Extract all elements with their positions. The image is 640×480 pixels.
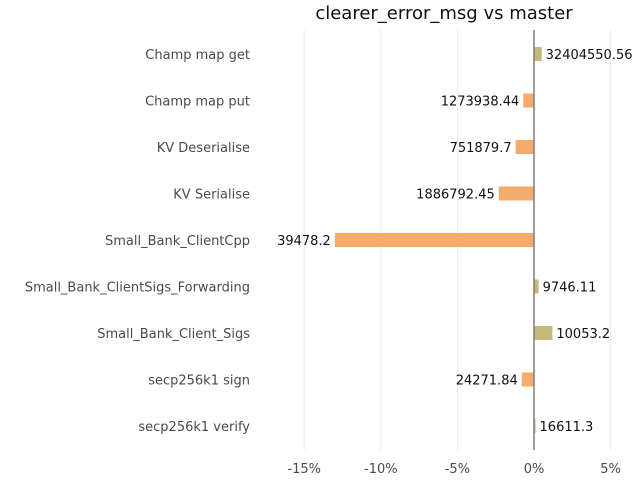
category-label: KV Serialise [173,188,250,203]
bar [534,279,539,294]
bar [515,140,534,154]
value-labels: 32404550.56 1273938.44 751879.7 1886792.45 3… [277,48,632,435]
data-label: 16611.3 [540,420,594,435]
category-label: KV Deserialise [157,141,250,156]
category-label: Champ map put [145,95,250,110]
x-tick-label: 5% [600,462,621,477]
x-axis-ticks: -15% -10% -5% 0% 5% [287,462,621,477]
category-label: Small_Bank_Client_Sigs [97,327,250,342]
data-label: 9746.11 [543,281,597,296]
data-label: 24271.84 [456,374,518,389]
category-label: Small_Bank_ClientSigs_Forwarding [25,281,250,296]
category-label: Small_Bank_ClientCpp [105,234,250,249]
category-labels: Champ map get Champ map put KV Deserialise… [25,48,250,435]
bar [334,233,534,247]
category-label: Champ map get [145,48,250,63]
data-label: 32404550.56 [546,48,633,63]
bar [521,372,534,387]
bars [334,47,553,433]
x-tick-label: -15% [287,462,321,477]
x-tick-label: 0% [524,462,545,477]
bar [534,47,542,61]
bar [534,326,553,340]
bar [498,186,534,201]
bar [534,419,536,433]
data-label: 10053.2 [556,327,610,342]
category-label: secp256k1 sign [148,374,250,389]
data-label: 39478.2 [277,234,331,249]
data-label: 1273938.44 [441,95,520,110]
category-label: secp256k1 verify [138,420,250,435]
x-tick-label: -10% [364,462,398,477]
data-label: 1886792.45 [416,188,495,203]
chart-title: clearer_error_msg vs master [315,3,573,24]
bar [523,93,534,108]
data-label: 751879.7 [450,141,512,156]
x-tick-label: -5% [445,462,470,477]
